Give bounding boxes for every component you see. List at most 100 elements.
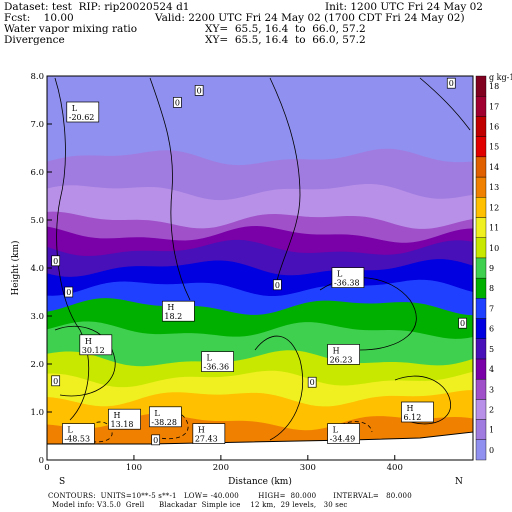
field2-xy: XY= 65.5, 16.4 to 66.0, 57.2 [205,34,366,46]
extremum-box [62,423,95,444]
extremum-type: H [198,426,205,435]
extremum-value: -36.38 [334,279,360,288]
contour-line [84,421,113,443]
extremum-type: H [406,404,413,413]
colorbar-tick: 17 [489,102,499,111]
extremum-box [108,408,141,430]
colorbar-tick: 15 [489,143,499,152]
y-tick-label: 4.0 [30,264,44,274]
colorbar-swatch [475,176,487,198]
contour-label: 0 [449,79,454,88]
contour-line [254,335,304,441]
x-tick-label: 400 [387,463,403,473]
north-label: N [455,477,463,487]
extremum-value: 18.2 [164,312,182,321]
colorbar-unit: g kg-1 [489,73,512,82]
extremum-value: -36.36 [204,363,230,372]
colorbar-swatch [475,277,487,299]
extremum-type: L [154,409,160,418]
y-axis-label: Height (km) [10,240,21,295]
colorbar-tick: 9 [489,264,494,273]
init-time: Init: 1200 UTC Fri 24 May 02 [325,1,483,13]
extremum-type: L [207,354,213,363]
colorbar-tick: 3 [489,385,494,394]
forecast-hour: Fcst: 10.00 [4,12,74,24]
colorbar-tick: 8 [489,284,494,293]
extremum-type: L [67,426,73,435]
extremum-box [79,334,113,356]
contour-label: 0 [53,377,58,386]
y-tick-label: 0 [39,456,44,466]
extremum-value: 26.23 [330,355,353,364]
colorbar-swatch [475,298,487,319]
field1-xy: XY= 65.5, 16.4 to 66.0, 57.2 [205,23,366,35]
contour-line [149,77,191,301]
extremum-type: L [72,104,78,113]
valid-time: Valid: 2200 UTC Fri 24 May 02 (1700 CDT … [155,12,465,24]
extremum-value: 6.12 [403,413,421,422]
colorbar-swatch [475,318,487,339]
colorbar-tick: 11 [489,224,499,233]
extremum-value: -34.49 [330,435,356,444]
contour-label: 0 [310,378,315,387]
colorbar-tick: 14 [489,163,499,172]
contour-label-box [51,255,61,267]
colorbar-swatch [475,338,487,360]
field1-name: Water vapor mixing ratio [4,23,138,35]
colorbar-tick: 10 [489,244,499,253]
x-tick-label: 0 [44,463,49,473]
extremum-box [201,351,234,372]
contour-label-box [194,85,204,96]
colorbar-swatch [475,156,487,178]
x-tick-label: 200 [213,463,229,473]
colorbar-swatch [475,217,487,238]
contour-label: 0 [197,86,202,95]
colorbar-swatch [475,399,487,420]
colorbar-swatch [475,419,487,440]
extremum-box [327,423,360,444]
contour-label: 0 [153,436,158,445]
contour-label: 0 [275,281,280,290]
extremum-box [66,101,100,123]
extrema-labels: L-20.62L-36.36L-38.28L-48.53L-34.49L-36.… [62,101,434,444]
contour-label-box [151,434,161,446]
field2-name: Divergence [4,34,65,46]
extremum-type: L [333,426,339,435]
extremum-value: 30.12 [82,346,105,355]
contour-line [269,77,301,291]
colorbar-swatch [475,237,487,259]
contour-label: 0 [66,288,71,297]
contour-line [394,375,451,425]
colorbar-tick: 13 [489,183,499,192]
colorbar-tick: 18 [489,82,499,91]
contour-label: 0 [53,257,58,266]
south-label: S [59,477,65,487]
extremum-box [327,344,360,365]
y-tick-label: 3.0 [30,312,44,322]
colorbar-tick: 16 [489,123,499,132]
extremum-type: H [167,303,174,312]
colorbar-tick: 4 [489,365,494,374]
y-tick-label: 2.0 [30,360,44,370]
y-tick-label: 6.0 [30,168,44,178]
divergence-contours [54,77,471,443]
colorbar-swatch [475,96,487,117]
contour-label: 0 [175,98,180,107]
colorbar-swatch [475,136,487,158]
contour-label-box [51,375,61,387]
model-info: Model info: V3.5.0 Grell Blackadar Simpl… [52,501,348,509]
x-axis-label: Distance (km) [228,476,292,487]
extremum-box [149,406,182,428]
colorbar-swatch [475,378,487,400]
colorbar-tick: 12 [489,203,499,212]
contour-label-box [64,286,74,298]
x-tick-label: 100 [126,463,142,473]
extremum-value: 27.43 [195,435,218,444]
x-tick-label: 300 [300,463,316,473]
colorbar-swatch [475,439,487,461]
y-tick-label: 8.0 [30,72,44,82]
contour-label-box [173,97,182,108]
y-tick-label: 7.0 [30,120,44,130]
